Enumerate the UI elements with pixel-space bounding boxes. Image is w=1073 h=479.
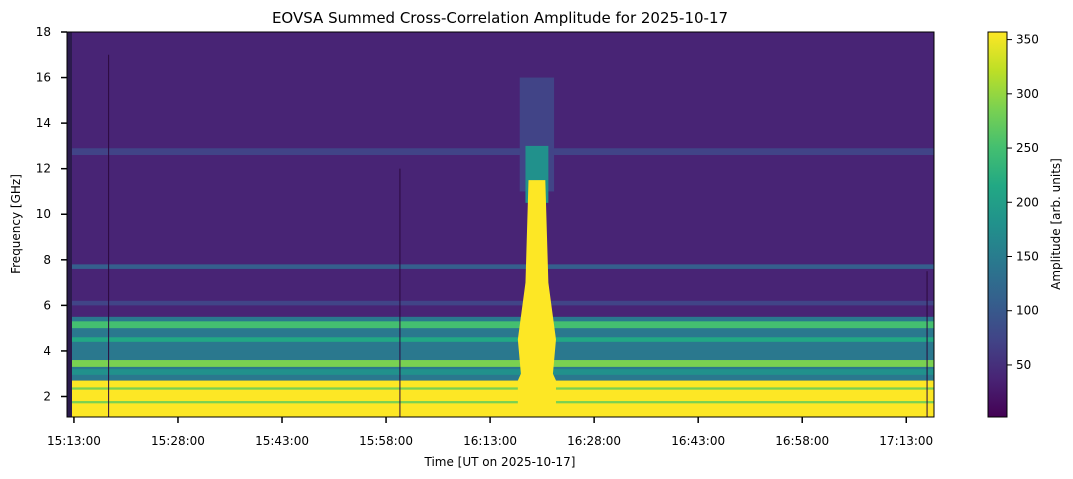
colorbar bbox=[987, 31, 1008, 418]
y-tick-label: 8 bbox=[43, 253, 51, 267]
y-axis-label: Frequency [GHz] bbox=[9, 174, 23, 274]
colorbar-tick-label: 300 bbox=[1016, 87, 1039, 101]
left-edge-gap bbox=[67, 32, 72, 417]
spectral-stripe bbox=[67, 369, 934, 375]
colorbar-label: Amplitude [arb. units] bbox=[1049, 158, 1063, 290]
y-tick-label: 2 bbox=[43, 389, 51, 403]
plot-frame bbox=[66, 31, 935, 418]
spectral-stripe bbox=[67, 360, 934, 367]
spectrogram-heatmap bbox=[67, 32, 934, 417]
spectral-stripe bbox=[67, 337, 934, 342]
y-tick-label: 14 bbox=[36, 116, 51, 130]
x-tick-label: 15:43:00 bbox=[255, 434, 309, 448]
x-axis: 15:13:00 15:28:00 15:43:00 15:58:00 16:13:00… bbox=[47, 417, 933, 448]
low-freq-stripe bbox=[67, 401, 934, 404]
colorbar-tick-label: 200 bbox=[1016, 195, 1039, 209]
chart-title: EOVSA Summed Cross-Correlation Amplitude… bbox=[272, 9, 728, 27]
y-tick-label: 6 bbox=[43, 298, 51, 312]
colorbar-tick-label: 50 bbox=[1016, 358, 1031, 372]
background-band bbox=[67, 148, 934, 317]
x-tick-label: 16:58:00 bbox=[775, 434, 829, 448]
y-axis: 2 4 6 8 10 12 14 16 18 bbox=[36, 25, 67, 403]
rfi-band-12ghz bbox=[67, 148, 934, 156]
x-tick-label: 17:13:00 bbox=[879, 434, 933, 448]
y-tick-label: 16 bbox=[36, 71, 51, 85]
colorbar-tick-label: 250 bbox=[1016, 141, 1039, 155]
x-axis-label: Time [UT on 2025-10-17] bbox=[424, 455, 576, 469]
colorbar-axis: 50 100 150 200 250 300 350 bbox=[1007, 33, 1039, 372]
x-tick-label: 16:43:00 bbox=[671, 434, 725, 448]
spectral-stripe bbox=[67, 300, 934, 306]
y-tick-label: 10 bbox=[36, 207, 51, 221]
x-tick-label: 16:28:00 bbox=[567, 434, 621, 448]
x-tick-label: 15:58:00 bbox=[359, 434, 413, 448]
low-freq-stripe bbox=[67, 387, 934, 390]
burst-core bbox=[517, 180, 556, 417]
upper-background bbox=[67, 32, 934, 149]
x-tick-label: 16:13:00 bbox=[463, 434, 517, 448]
y-tick-label: 4 bbox=[43, 344, 51, 358]
low-freq-band bbox=[67, 380, 934, 417]
colorbar-tick-label: 100 bbox=[1016, 304, 1039, 318]
colorbar-tick-label: 150 bbox=[1016, 249, 1039, 263]
y-tick-label: 12 bbox=[36, 162, 51, 176]
x-tick-label: 15:13:00 bbox=[47, 434, 101, 448]
x-tick-label: 15:28:00 bbox=[151, 434, 205, 448]
colorbar-tick-label: 350 bbox=[1016, 33, 1039, 47]
spectral-stripe bbox=[67, 264, 934, 269]
y-tick-label: 18 bbox=[36, 25, 51, 39]
spectral-stripe bbox=[67, 321, 934, 329]
